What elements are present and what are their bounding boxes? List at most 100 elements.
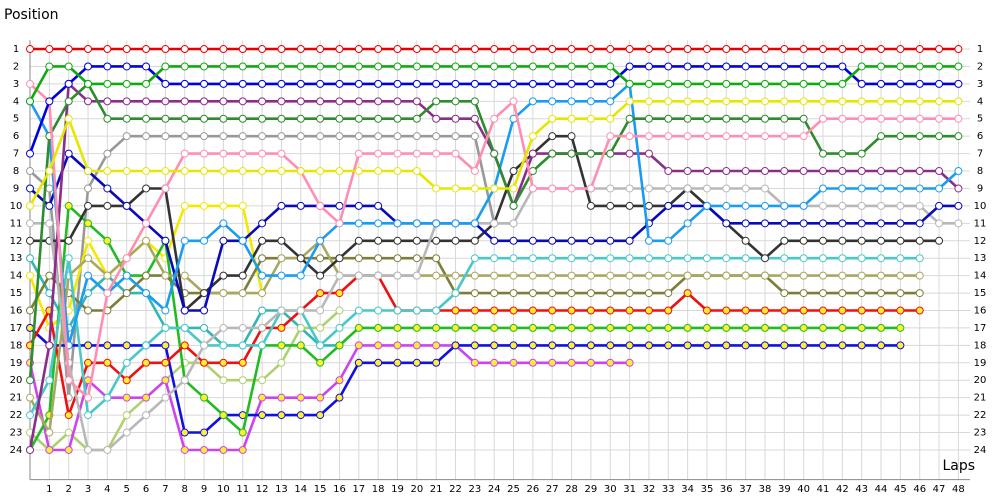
position-marker xyxy=(567,45,576,54)
position-marker xyxy=(26,254,34,263)
position-marker xyxy=(374,219,383,228)
position-marker xyxy=(122,62,131,71)
position-marker xyxy=(915,114,924,123)
position-marker xyxy=(393,306,402,315)
position-marker xyxy=(432,114,441,123)
position-marker xyxy=(644,114,653,123)
position-marker xyxy=(606,114,615,123)
position-marker xyxy=(780,254,789,263)
position-marker xyxy=(702,201,711,210)
position-marker xyxy=(354,79,363,88)
position-marker xyxy=(316,97,325,106)
position-marker xyxy=(819,167,828,176)
position-marker xyxy=(354,201,363,210)
x-tick-label: 9 xyxy=(201,484,207,495)
position-marker xyxy=(528,306,537,315)
position-marker xyxy=(354,219,363,228)
position-marker xyxy=(586,45,595,54)
position-marker xyxy=(819,271,828,280)
position-marker xyxy=(393,62,402,71)
position-marker xyxy=(838,79,847,88)
position-marker xyxy=(625,62,634,71)
position-marker xyxy=(238,271,247,280)
position-marker xyxy=(722,62,731,71)
position-marker xyxy=(296,114,305,123)
y-tick-label: 19 xyxy=(10,358,23,369)
position-marker xyxy=(200,236,209,245)
position-marker xyxy=(760,341,769,350)
position-marker xyxy=(780,132,789,141)
position-marker xyxy=(451,289,460,298)
position-marker xyxy=(277,167,286,176)
position-marker xyxy=(548,132,557,141)
position-marker xyxy=(741,79,750,88)
position-marker xyxy=(799,97,808,106)
position-marker xyxy=(258,323,267,332)
position-marker xyxy=(335,79,344,88)
position-marker xyxy=(451,45,460,54)
position-marker xyxy=(161,323,170,332)
x-tick-label: 31 xyxy=(623,484,636,495)
position-marker xyxy=(432,149,441,158)
position-marker xyxy=(161,341,170,350)
x-tick-label: 32 xyxy=(643,484,656,495)
position-marker xyxy=(780,271,789,280)
x-tick-label: 40 xyxy=(797,484,810,495)
position-marker xyxy=(644,323,653,332)
position-marker xyxy=(664,306,673,315)
position-marker xyxy=(838,201,847,210)
position-marker xyxy=(664,271,673,280)
position-marker xyxy=(277,323,286,332)
position-marker xyxy=(548,358,557,367)
position-marker xyxy=(393,79,402,88)
series xyxy=(26,341,634,454)
position-marker xyxy=(877,271,886,280)
position-marker xyxy=(64,79,73,88)
position-marker xyxy=(354,358,363,367)
position-marker xyxy=(64,201,73,210)
position-marker xyxy=(277,201,286,210)
position-marker xyxy=(451,149,460,158)
position-marker xyxy=(258,306,267,315)
y-tick-label-right: 8 xyxy=(977,166,983,177)
position-marker xyxy=(335,376,344,385)
position-marker xyxy=(45,376,54,385)
position-marker xyxy=(780,289,789,298)
position-marker xyxy=(335,393,344,402)
position-marker xyxy=(664,114,673,123)
position-marker xyxy=(84,393,93,402)
position-marker xyxy=(548,236,557,245)
position-marker xyxy=(200,62,209,71)
position-marker xyxy=(857,289,866,298)
position-marker xyxy=(509,323,518,332)
position-marker xyxy=(799,323,808,332)
x-tick-label: 1 xyxy=(46,484,52,495)
position-marker xyxy=(683,114,692,123)
position-marker xyxy=(142,341,151,350)
position-marker xyxy=(606,45,615,54)
position-marker xyxy=(509,236,518,245)
position-marker xyxy=(877,254,886,263)
series xyxy=(26,132,518,402)
y-tick-label-right: 19 xyxy=(974,358,987,369)
position-marker xyxy=(238,62,247,71)
position-marker xyxy=(26,149,34,158)
position-marker xyxy=(374,201,383,210)
position-marker xyxy=(26,219,34,228)
position-marker xyxy=(896,45,905,54)
position-marker xyxy=(238,236,247,245)
position-marker xyxy=(702,97,711,106)
position-marker xyxy=(142,167,151,176)
x-tick-label: 11 xyxy=(236,484,249,495)
position-marker xyxy=(84,45,93,54)
position-marker xyxy=(490,341,499,350)
x-tick-label: 15 xyxy=(314,484,327,495)
position-marker xyxy=(316,393,325,402)
position-marker xyxy=(64,97,73,106)
position-marker xyxy=(722,167,731,176)
position-marker xyxy=(258,376,267,385)
position-marker xyxy=(103,45,112,54)
position-marker xyxy=(374,132,383,141)
position-marker xyxy=(490,184,499,193)
position-marker xyxy=(799,167,808,176)
